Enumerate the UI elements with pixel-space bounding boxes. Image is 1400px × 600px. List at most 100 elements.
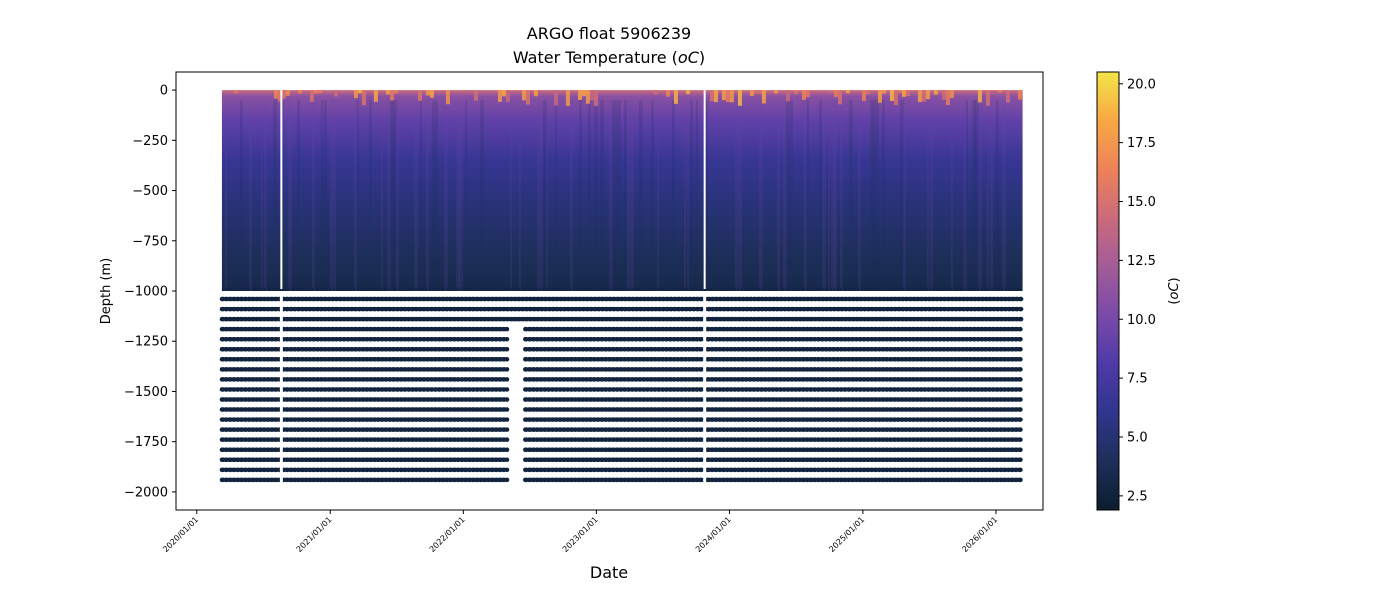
surface-warm-streak [385, 90, 390, 95]
surface-warm-streak [793, 90, 798, 94]
colorbar-axis: 2.5 5.0 7.5 10.0 12.5 15.0 17.5 20.0 [1119, 77, 1156, 504]
surface-warm-streak [985, 90, 990, 106]
profile-stripe [386, 100, 391, 291]
profile-stripe [656, 100, 659, 291]
surface-warm-streak [713, 90, 718, 103]
profile-stripe [455, 100, 460, 291]
surface-warm-streak [881, 90, 886, 94]
colorbar-tick-label: 2.5 [1127, 489, 1148, 504]
x-tick-label: 2024/01/01 [694, 515, 733, 554]
surface-warm-streak [525, 90, 530, 105]
surface-warm-streak [273, 90, 278, 99]
surface-warm-streak [945, 90, 950, 106]
colorbar-tick-label: 5.0 [1127, 431, 1148, 446]
profile-stripe [287, 100, 292, 291]
profile-stripe [509, 100, 512, 291]
surface-warm-streak [865, 90, 870, 95]
profile-stripe [587, 100, 591, 291]
surface-warm-streak [761, 90, 766, 104]
profile-stripe [671, 100, 675, 291]
surface-warm-streak [709, 90, 714, 102]
surface-warm-streak [497, 90, 502, 102]
surface-warm-streak [733, 90, 738, 93]
y-tick-label: −2000 [124, 485, 168, 500]
profile-stripe [356, 100, 359, 291]
colorbar-tick-label: 15.0 [1127, 195, 1156, 210]
x-tick-label: 2025/01/01 [827, 515, 866, 554]
surface-warm-streak [277, 90, 282, 102]
profile-stripe [536, 100, 540, 291]
profile-stripe [239, 100, 243, 291]
profile-stripe [689, 100, 693, 291]
profile-stripe [539, 100, 543, 291]
profile-stripe [578, 100, 582, 291]
surface-warm-streak [753, 90, 758, 94]
profile-stripe [554, 100, 557, 291]
surface-warm-streak [281, 90, 286, 99]
profile-stripe [785, 100, 789, 291]
y-tick-label: −1500 [124, 385, 168, 400]
surface-warm-streak [313, 90, 318, 94]
surface-warm-streak [737, 90, 742, 106]
surface-warm-streak [673, 90, 678, 104]
profile-stripe [332, 100, 336, 291]
x-axis: 2020/01/01 2021/01/01 2022/01/01 2023/01/01… [161, 510, 999, 554]
y-axis-label: Depth (m) [99, 258, 114, 325]
surface-warm-streak [445, 90, 450, 105]
surface-warm-streak [749, 90, 754, 96]
profile-stripe [272, 100, 277, 291]
profile-stripe [413, 100, 418, 291]
profile-stripe [926, 100, 929, 291]
surface-warm-streak [521, 90, 526, 101]
profile-stripe [464, 100, 467, 291]
profile-stripe [296, 100, 300, 291]
profile-stripe [281, 100, 284, 291]
profile-stripe [899, 100, 904, 291]
chart-title: ARGO float 5906239 [527, 24, 691, 43]
profile-stripe [608, 100, 613, 291]
profile-stripe [881, 100, 885, 291]
x-tick-label: 2022/01/01 [428, 515, 467, 554]
surface-warm-streak [833, 90, 838, 98]
surface-warm-streak [897, 90, 902, 93]
profile-stripe [686, 100, 689, 291]
profile-stripe [320, 100, 323, 291]
surface-warm-streak [685, 90, 690, 95]
profile-stripe [260, 100, 263, 291]
profile-stripe [737, 100, 742, 291]
profile-stripe [389, 100, 394, 291]
profile-stripe [872, 100, 876, 291]
profile-stripe [848, 100, 853, 291]
surface-warm-streak [773, 90, 778, 94]
surface-warm-streak [805, 90, 810, 97]
surface-warm-streak [889, 90, 894, 102]
y-axis: 0 −250 −500 −750 −1000 −1250 −1500 −1750 −2000 [124, 84, 176, 500]
surface-warm-streak [725, 90, 730, 103]
chart-subtitle: Water Temperature (oC) [513, 48, 705, 67]
x-tick-label: 2023/01/01 [561, 515, 600, 554]
surface-warm-streak [925, 90, 930, 100]
surface-warm-streak [941, 90, 946, 100]
profile-stripe [638, 100, 643, 291]
surface-warm-streak [977, 90, 982, 103]
profile-stripe [971, 100, 976, 291]
profile-stripe [869, 100, 874, 291]
colorbar-tick-label: 20.0 [1127, 77, 1156, 92]
surface-warm-streak [285, 90, 290, 96]
surface-warm-streak [585, 90, 590, 104]
profile-stripe [989, 100, 993, 291]
profile-stripe [950, 100, 953, 291]
profile-stripe [311, 100, 315, 291]
colorbar [1096, 71, 1120, 511]
surface-warm-streak [297, 90, 302, 94]
profile-stripe [833, 100, 837, 291]
surface-warm-streak [473, 90, 478, 101]
colorbar-tick-label: 12.5 [1127, 254, 1156, 269]
profile-stripe [974, 100, 979, 291]
surface-warm-streak [333, 90, 338, 97]
y-tick-label: −1750 [124, 435, 168, 450]
temperature-field [221, 90, 1023, 291]
profile-stripe [611, 100, 615, 291]
surface-warm-streak [505, 90, 510, 102]
